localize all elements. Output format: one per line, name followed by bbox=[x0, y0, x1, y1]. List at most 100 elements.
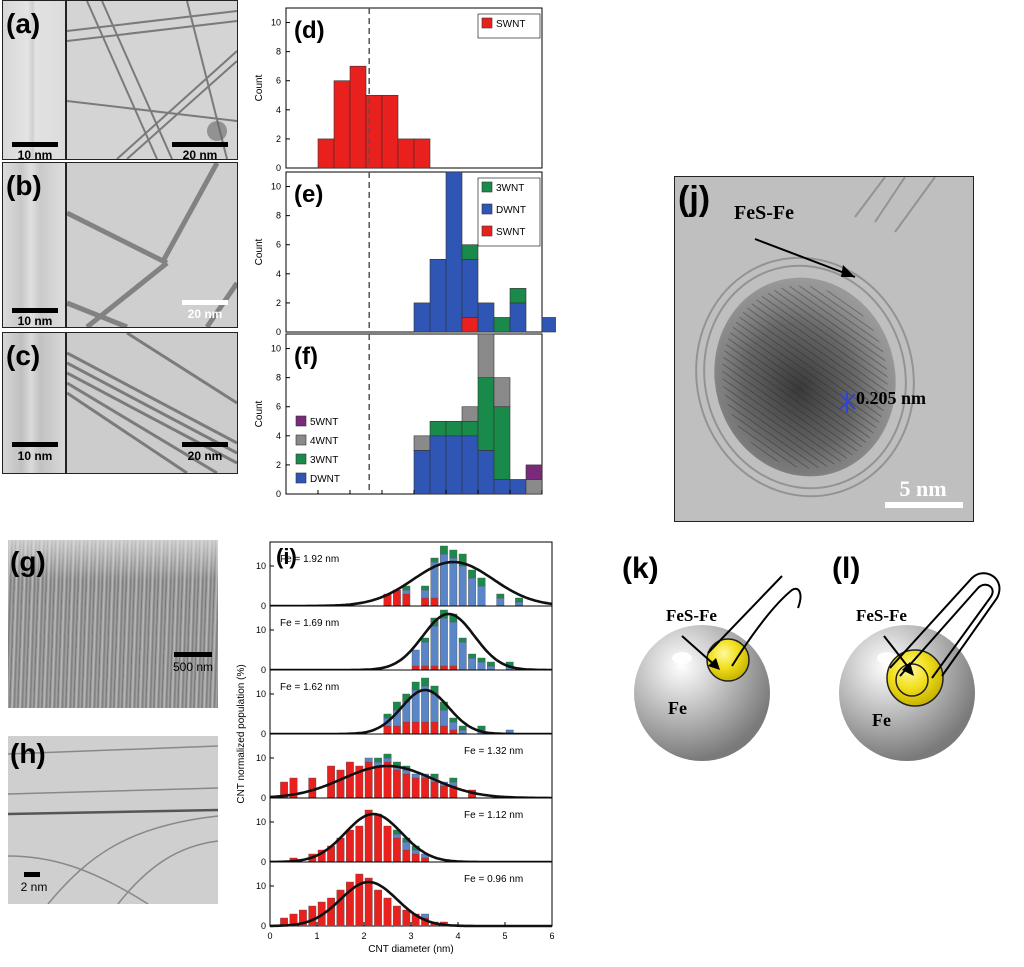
bar bbox=[402, 589, 411, 595]
bar bbox=[458, 553, 467, 567]
legend-label: SWNT bbox=[496, 19, 525, 30]
bar bbox=[449, 557, 458, 607]
nanotube-bundle-drawing bbox=[67, 1, 237, 159]
y-tick-label: 8 bbox=[276, 373, 281, 383]
x-tick-label: 2 bbox=[361, 931, 366, 941]
bar bbox=[458, 729, 467, 735]
bar bbox=[468, 577, 476, 607]
bar-DWNT bbox=[477, 450, 495, 495]
nanotube-drawing-c bbox=[67, 333, 237, 473]
bar bbox=[477, 661, 486, 671]
fes-fe-particle-drawing bbox=[695, 177, 963, 508]
bar bbox=[411, 849, 420, 855]
scale-bar-c-left bbox=[12, 442, 58, 447]
x-tick-label: 6 bbox=[549, 931, 554, 941]
bar bbox=[345, 829, 354, 863]
y-tick-label: 10 bbox=[271, 18, 281, 28]
panel-label: (d) bbox=[294, 17, 325, 44]
bar bbox=[439, 709, 448, 727]
bar-SWNT bbox=[381, 94, 399, 169]
subplot-label: Fe = 1.12 nm bbox=[464, 810, 523, 821]
legend-label: DWNT bbox=[310, 474, 340, 485]
bar-3WNT bbox=[477, 377, 495, 451]
panel-label-c: (c) bbox=[6, 340, 41, 371]
bar bbox=[411, 721, 420, 735]
bar-SWNT bbox=[317, 138, 335, 169]
y-tick-label: 8 bbox=[276, 47, 281, 57]
tem-panel-b: (b) 10 nm 20 nm bbox=[0, 160, 238, 328]
bar-4WNT bbox=[413, 435, 431, 451]
bar bbox=[449, 729, 458, 735]
sem-panel-g: (g) 500 nm bbox=[8, 540, 220, 710]
x-tick-label: 3 bbox=[408, 931, 413, 941]
bar bbox=[383, 897, 392, 927]
bar bbox=[336, 889, 345, 927]
tem-image-j bbox=[674, 176, 974, 522]
bar bbox=[430, 773, 439, 779]
bar bbox=[421, 913, 429, 919]
bar bbox=[439, 545, 448, 555]
tem-image-c-narrow bbox=[2, 332, 66, 474]
gaussian-fit bbox=[269, 764, 552, 800]
particle-label-l: FeS-Fe bbox=[856, 606, 907, 625]
subplot-frame bbox=[269, 733, 553, 799]
bar bbox=[411, 681, 420, 691]
scale-label-b-left: 10 nm bbox=[17, 314, 53, 328]
scale-label-c-right: 20 nm bbox=[187, 449, 223, 463]
tem-image-b-narrow bbox=[2, 162, 66, 328]
bar bbox=[392, 833, 401, 839]
bar-DWNT bbox=[477, 302, 495, 333]
bar bbox=[477, 657, 486, 663]
bar-DWNT bbox=[493, 479, 511, 495]
subplot-label: Fe = 0.96 nm bbox=[464, 874, 523, 885]
bar-4WNT bbox=[461, 406, 479, 422]
bar-3WNT bbox=[461, 420, 479, 437]
x-tick-label: 1 bbox=[314, 931, 319, 941]
y-tick-label: 10 bbox=[256, 625, 266, 635]
bar bbox=[374, 813, 382, 863]
panel-label-i: (i) bbox=[276, 544, 297, 569]
bar bbox=[421, 721, 429, 735]
bar bbox=[430, 693, 439, 723]
bar-3WNT bbox=[509, 288, 527, 304]
bar-3WNT bbox=[461, 244, 479, 260]
bar bbox=[458, 565, 467, 607]
bar bbox=[468, 657, 476, 671]
x-tick-label: 0 bbox=[267, 931, 272, 941]
bar bbox=[515, 601, 523, 607]
bar bbox=[449, 721, 458, 731]
y-tick-label: 10 bbox=[256, 881, 266, 891]
x-tick-label: 5 bbox=[502, 931, 507, 941]
bar-3WNT bbox=[493, 317, 511, 333]
panel-label: (e) bbox=[294, 181, 323, 208]
bar bbox=[496, 593, 505, 599]
panel-label-j: (j) bbox=[678, 180, 711, 218]
subplot-label: Fe = 1.62 nm bbox=[280, 682, 339, 693]
legend-label: SWNT bbox=[496, 227, 525, 238]
bar-4WNT bbox=[493, 377, 511, 408]
bar-DWNT bbox=[445, 435, 463, 495]
bar bbox=[402, 721, 411, 735]
y-tick-label: 2 bbox=[276, 298, 281, 308]
subplot-frame bbox=[269, 861, 553, 927]
bar bbox=[515, 597, 523, 603]
tem-panel-a: (a) 10 nm 20 nm bbox=[0, 0, 238, 162]
bar bbox=[421, 641, 429, 667]
legend-label: 3WNT bbox=[496, 183, 524, 194]
legend-swatch bbox=[295, 453, 307, 465]
bar bbox=[308, 905, 317, 927]
bar bbox=[439, 617, 448, 667]
legend-label: 4WNT bbox=[310, 436, 338, 447]
panel-label-a: (a) bbox=[6, 8, 41, 39]
y-axis-label: Count bbox=[254, 400, 265, 427]
subplot-label: Fe = 1.92 nm bbox=[280, 554, 339, 565]
sem-image-g bbox=[8, 540, 218, 708]
bar-DWNT bbox=[461, 435, 479, 495]
y-tick-label: 10 bbox=[256, 817, 266, 827]
y-tick-label: 4 bbox=[276, 269, 281, 279]
swnt-drawing-h bbox=[8, 745, 218, 904]
bar bbox=[402, 593, 411, 607]
fe-sphere-k bbox=[634, 625, 770, 761]
bar-4WNT bbox=[477, 333, 495, 378]
bar bbox=[411, 665, 420, 671]
